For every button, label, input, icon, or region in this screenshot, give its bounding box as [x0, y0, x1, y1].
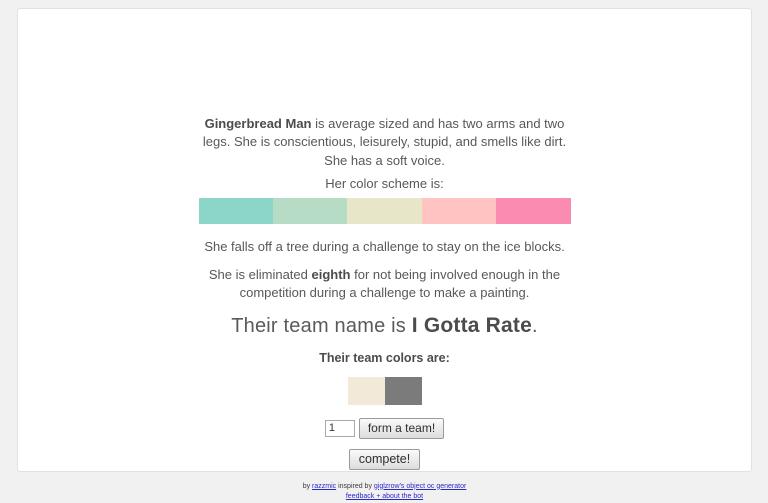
team-color-swatch: [384, 376, 422, 405]
compete-button[interactable]: compete!: [348, 448, 421, 470]
team-name: I Gotta Rate: [411, 313, 532, 337]
team-name-heading: Their team name is I Gotta Rate.: [198, 314, 572, 338]
form-team-button[interactable]: form a team!: [358, 417, 445, 439]
footer: by razzmic inspired by giglzrow's object…: [198, 482, 572, 503]
color-swatch: [421, 198, 497, 225]
color-swatch: [347, 198, 422, 225]
color-scheme-strip: [198, 198, 571, 225]
challenge-text: She falls off a tree during a challenge …: [204, 239, 565, 255]
team-colors-label: Their team colors are:: [319, 350, 450, 365]
feedback-link[interactable]: feedback + about the bot: [345, 493, 424, 501]
character-name: Gingerbread Man: [204, 116, 312, 131]
page-card: Gingerbread Man is average sized and has…: [17, 8, 752, 500]
team-count-input[interactable]: [324, 419, 355, 437]
team-name-suffix: .: [532, 314, 538, 337]
team-color-swatch: [347, 376, 385, 405]
elimination-text: She is eliminated eighth for not being i…: [198, 266, 572, 303]
character-description-text: is average sized and has two arms and tw…: [202, 116, 567, 168]
team-colors-strip: [198, 376, 572, 405]
color-swatch: [272, 198, 348, 225]
elimination-prefix: She is eliminated: [208, 266, 312, 282]
footer-inspired-text: inspired by: [336, 482, 374, 490]
elimination-suffix: for not being involved enough in the com…: [239, 266, 561, 301]
inspiration-link[interactable]: giglzrow's object oc generator: [373, 482, 467, 490]
generator-content: Gingerbread Man is average sized and has…: [198, 9, 572, 503]
color-swatch: [198, 198, 273, 225]
team-name-prefix: Their team name is: [231, 314, 412, 337]
form-team-row: form a team!: [198, 417, 572, 439]
color-swatch: [496, 198, 571, 225]
elimination-place: eighth: [311, 266, 351, 282]
character-description: Gingerbread Man is average sized and has…: [198, 115, 572, 170]
author-link[interactable]: razzmic: [312, 482, 337, 490]
compete-row: compete!: [198, 448, 572, 470]
color-scheme-label: Her color scheme is:: [325, 176, 444, 192]
footer-by-text: by: [302, 482, 313, 490]
